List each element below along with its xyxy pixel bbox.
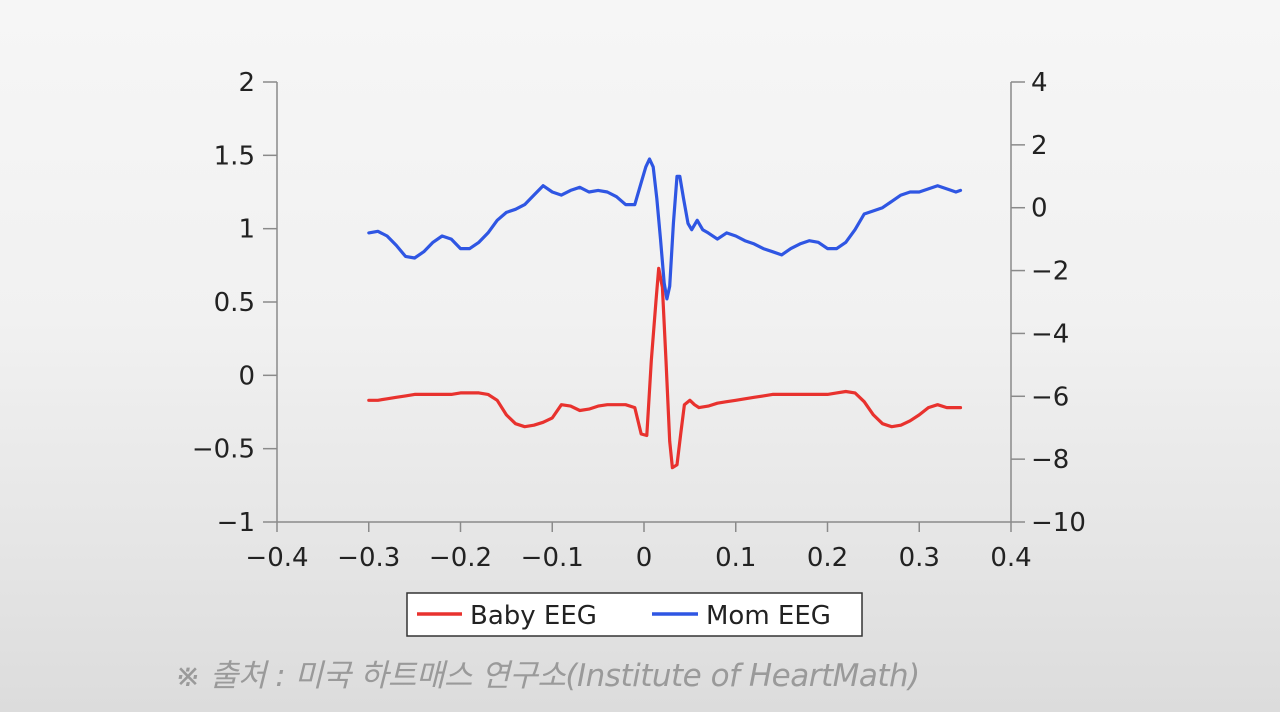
x-tick-label: 0 bbox=[636, 543, 653, 573]
series-line-baby-eeg bbox=[367, 266, 963, 470]
x-tick-label: 0.2 bbox=[807, 543, 848, 573]
y-tick-label-right: −8 bbox=[1031, 445, 1069, 475]
legend-box bbox=[406, 592, 863, 637]
x-tick-label: 0.4 bbox=[990, 543, 1031, 573]
legend-label-mom-eeg: Mom EEG bbox=[706, 601, 831, 631]
x-tick-label: −0.2 bbox=[429, 543, 492, 573]
legend: Baby EEG Mom EEG bbox=[406, 592, 863, 637]
y-tick-label-right: −2 bbox=[1031, 257, 1069, 287]
y-tick-label-left: 1 bbox=[238, 215, 255, 245]
y-tick-label-right: −6 bbox=[1031, 382, 1069, 412]
y-tick-label-left: 0 bbox=[238, 361, 255, 391]
y-tick-label-right: 0 bbox=[1031, 194, 1048, 224]
legend-label-baby-eeg: Baby EEG bbox=[470, 601, 597, 631]
y-tick-label-right: −10 bbox=[1031, 508, 1086, 538]
series-line-mom-eeg bbox=[367, 157, 963, 301]
y-tick-label-left: 1.5 bbox=[214, 141, 255, 171]
y-tick-label-left: 0.5 bbox=[214, 288, 255, 318]
x-tick-label: 0.3 bbox=[899, 543, 940, 573]
source-note: ※ 출처 : 미국 하트매스 연구소(Institute of HeartMat… bbox=[175, 658, 920, 694]
x-tick-label: −0.1 bbox=[521, 543, 584, 573]
y-tick-label-left: −0.5 bbox=[192, 435, 255, 465]
y-tick-label-right: −4 bbox=[1031, 319, 1069, 349]
y-tick-label-right: 4 bbox=[1031, 68, 1048, 98]
x-tick-label: −0.4 bbox=[245, 543, 308, 573]
y-tick-label-right: 2 bbox=[1031, 131, 1048, 161]
y-tick-label-left: 2 bbox=[238, 68, 255, 98]
x-tick-label: 0.1 bbox=[715, 543, 756, 573]
y-tick-label-left: −1 bbox=[217, 508, 255, 538]
x-tick-label: −0.3 bbox=[337, 543, 400, 573]
